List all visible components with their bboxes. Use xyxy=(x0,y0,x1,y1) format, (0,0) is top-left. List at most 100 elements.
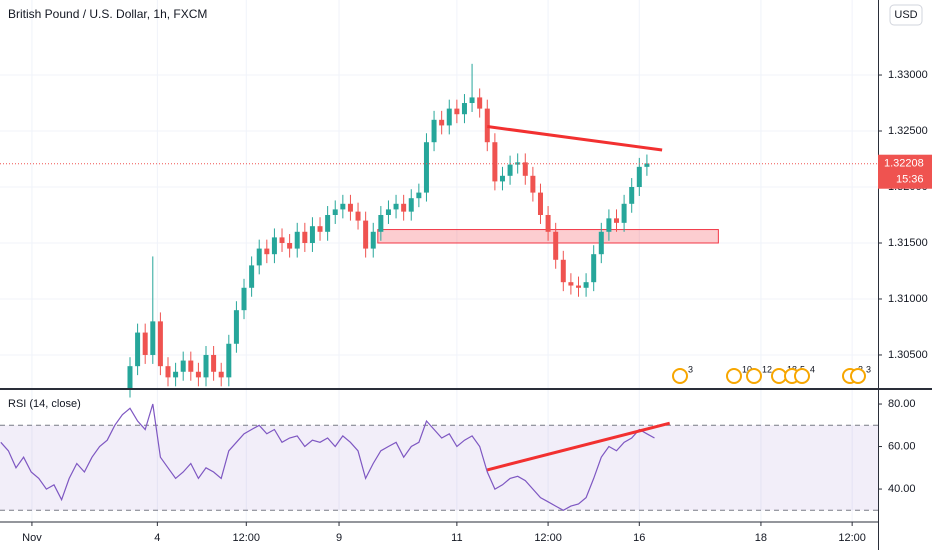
candle-body xyxy=(636,166,642,188)
candle-body xyxy=(325,214,331,232)
candle-body xyxy=(606,218,612,232)
candle-body xyxy=(241,287,247,311)
candle-body xyxy=(461,103,467,115)
candle-body xyxy=(530,175,536,193)
candle-body xyxy=(211,354,217,372)
candle-body xyxy=(439,119,445,126)
x-tick-label: 12:00 xyxy=(534,532,562,544)
event-label: 3 xyxy=(866,364,871,374)
trend-line xyxy=(487,125,663,152)
candle-body xyxy=(515,162,521,165)
event-label: 4 xyxy=(810,364,815,374)
y-tick-label: 40.00 xyxy=(888,483,916,495)
candle-body xyxy=(302,231,308,243)
rsi-band xyxy=(0,425,878,511)
candle-body xyxy=(522,162,528,176)
candle-body xyxy=(423,142,429,193)
candle-body xyxy=(575,285,581,288)
candle-body xyxy=(355,211,361,221)
candle-body xyxy=(568,282,574,286)
trend-line xyxy=(486,421,671,472)
candle-body xyxy=(332,209,338,215)
event-icon xyxy=(771,368,787,384)
candle-body xyxy=(560,259,566,283)
candle-body xyxy=(553,231,559,260)
candle-body xyxy=(264,248,270,255)
x-tick-label: 11 xyxy=(451,532,462,544)
candle-body xyxy=(173,371,179,378)
countdown-label: 15:36 xyxy=(896,174,924,186)
candle-body xyxy=(157,321,163,367)
candle-body xyxy=(401,203,407,212)
x-tick-label: 12:00 xyxy=(233,532,261,544)
candle-body xyxy=(180,360,186,372)
x-tick-label: 9 xyxy=(336,532,342,544)
chart-title: British Pound / U.S. Dollar, 1h, FXCM xyxy=(8,7,207,21)
event-label: 3 xyxy=(688,364,693,374)
candle-body xyxy=(492,142,498,182)
y-tick-label: 1.33000 xyxy=(888,69,928,81)
y-tick-label: 80.00 xyxy=(888,398,916,410)
x-tick-label: Nov xyxy=(22,532,42,544)
x-tick-label: 16 xyxy=(633,532,645,544)
candle-body xyxy=(218,371,224,378)
candle-body xyxy=(370,231,376,249)
candle-body xyxy=(287,242,293,249)
candle-body xyxy=(188,360,194,372)
candle-body xyxy=(378,214,384,232)
rsi-line xyxy=(0,403,655,511)
last-price-box xyxy=(878,154,932,189)
candle-body xyxy=(621,203,627,223)
candle-body xyxy=(347,203,353,212)
candle-body xyxy=(484,108,490,143)
candle-body xyxy=(507,164,513,176)
candle-body xyxy=(408,198,414,212)
event-label: 12 xyxy=(762,364,772,374)
candle-body xyxy=(271,237,277,255)
event-icon xyxy=(794,368,810,384)
candle-body xyxy=(583,282,589,288)
candle-body xyxy=(309,226,315,243)
candle-body xyxy=(545,214,551,232)
candle-body xyxy=(340,203,346,210)
event-icon xyxy=(746,368,762,384)
event-icon xyxy=(850,368,866,384)
currency-label[interactable]: USD xyxy=(894,9,917,21)
event-label: 10 xyxy=(742,364,752,374)
x-tick-label: 12:00 xyxy=(838,532,866,544)
event-icon xyxy=(726,368,742,384)
candle-body xyxy=(294,231,300,249)
y-tick-label: 60.00 xyxy=(888,440,916,452)
candle-body xyxy=(150,321,156,355)
candle-body xyxy=(317,226,323,232)
rsi-title: RSI (14, close) xyxy=(8,398,81,410)
candle-body xyxy=(629,187,635,204)
candle-body xyxy=(233,310,239,344)
candle-body xyxy=(446,108,452,126)
candle-body xyxy=(591,254,597,283)
candle-body xyxy=(226,343,232,378)
candle-body xyxy=(454,108,460,115)
candle-body xyxy=(644,163,650,167)
candle-body xyxy=(416,192,422,199)
candle-body xyxy=(363,220,369,249)
y-tick-label: 1.31000 xyxy=(888,293,928,305)
x-tick-label: 18 xyxy=(755,532,767,544)
candle-body xyxy=(431,119,437,143)
event-icon xyxy=(672,368,688,384)
candle-body xyxy=(385,209,391,215)
candle-body xyxy=(249,265,255,288)
candle-body xyxy=(135,332,141,367)
candle-body xyxy=(279,237,285,243)
candle-body xyxy=(142,332,148,355)
y-tick-label: 1.30500 xyxy=(888,349,928,361)
candle-body xyxy=(537,192,543,215)
candle-body xyxy=(203,354,209,378)
candle-body xyxy=(477,97,483,109)
candle-body xyxy=(195,371,201,378)
candle-body xyxy=(469,97,475,104)
currency-button[interactable] xyxy=(889,4,923,26)
